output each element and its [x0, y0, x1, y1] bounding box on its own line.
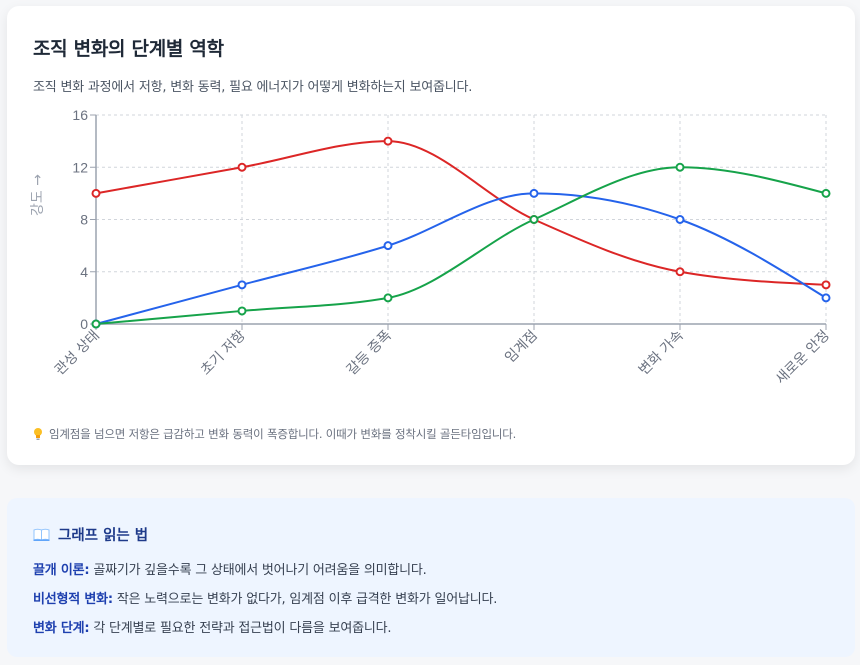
- x-tick-label: 관성 상태: [52, 328, 103, 379]
- info-row-label: 끌개 이론:: [33, 563, 90, 578]
- data-point[interactable]: [675, 267, 685, 277]
- data-point[interactable]: [237, 280, 247, 290]
- tip-text: 임계점을 넘으면 저항은 급감하고 변화 동력이 폭증합니다. 이때가 변화를 …: [49, 427, 517, 441]
- info-row-text: 작은 노력으로는 변화가 없다가, 임계점 이후 급격한 변화가 일어납니다.: [116, 592, 498, 607]
- y-tick-label: 12: [72, 159, 88, 175]
- x-tick-label: 초기 저항: [198, 327, 249, 378]
- lightbulb-icon: [34, 428, 42, 440]
- grid: [95, 114, 827, 325]
- x-tick-label: 임계점: [502, 328, 541, 367]
- info-row-text: 각 단계별로 필요한 전략과 접근법이 다름을 보여줍니다.: [93, 621, 392, 636]
- data-point[interactable]: [91, 319, 101, 329]
- y-tick-label: 4: [80, 264, 88, 280]
- info-row-text: 골짜기가 깊을수록 그 상태에서 벗어나기 어려움을 의미합니다.: [93, 563, 427, 578]
- y-tick-label: 0: [80, 316, 88, 332]
- series-1: [95, 192, 827, 325]
- data-point[interactable]: [675, 215, 685, 224]
- info-row-label: 비선형적 변화:: [33, 592, 113, 607]
- data-point[interactable]: [237, 306, 247, 316]
- series-2: [95, 166, 827, 325]
- data-point[interactable]: [821, 188, 831, 198]
- data-point[interactable]: [675, 162, 685, 172]
- data-point[interactable]: [821, 293, 831, 303]
- axes: 0 4 8 12 16 관성 상태 초기 저항 갈등 증폭 임계점 변화 가속 새로운 안정: [52, 107, 833, 388]
- data-point[interactable]: [821, 280, 831, 290]
- how-to-read-panel: 그래프 읽는 법 끌개 이론: 골짜기가 깊을수록 그 상태에서 벗어나기 어려…: [7, 498, 855, 657]
- x-tick-label: 변화 가속: [636, 327, 687, 378]
- info-row-stages: 변화 단계: 각 단계별로 필요한 전략과 접근법이 다름을 보여줍니다.: [33, 617, 392, 636]
- data-point[interactable]: [529, 215, 539, 224]
- line-chart: 0 4 8 12 16 관성 상태 초기 저항 갈등 증폭 임계점 변화 가속 새로운 안정 강도 →: [30, 107, 833, 388]
- data-point[interactable]: [383, 293, 393, 303]
- x-tick-label: 새로운 안정: [773, 328, 833, 388]
- tip-note: 임계점을 넘으면 저항은 급감하고 변화 동력이 폭증합니다. 이때가 변화를 …: [33, 426, 516, 442]
- x-tick-label: 갈등 증폭: [344, 327, 395, 378]
- info-row-nonlinear: 비선형적 변화: 작은 노력으로는 변화가 없다가, 임계점 이후 급격한 변화…: [33, 588, 497, 607]
- open-book-icon: [33, 528, 50, 541]
- y-tick-label: 8: [80, 212, 88, 228]
- info-row-attractor: 끌개 이론: 골짜기가 깊을수록 그 상태에서 벗어나기 어려움을 의미합니다.: [33, 559, 427, 578]
- page-subtitle: 조직 변화 과정에서 저항, 변화 동력, 필요 에너지가 어떻게 변화하는지 …: [33, 80, 473, 95]
- series-0: [95, 140, 827, 286]
- data-point[interactable]: [237, 162, 247, 172]
- info-title-text: 그래프 읽는 법: [58, 528, 149, 544]
- y-axis-label: 강도 →: [30, 174, 46, 216]
- data-point[interactable]: [383, 136, 393, 146]
- info-row-label: 변화 단계:: [33, 621, 90, 636]
- data-point[interactable]: [529, 188, 539, 198]
- y-tick-label: 16: [72, 107, 88, 123]
- info-title: 그래프 읽는 법: [33, 524, 148, 545]
- data-point[interactable]: [383, 241, 393, 251]
- page-title: 조직 변화의 단계별 역학: [33, 38, 224, 60]
- chart-card: 조직 변화의 단계별 역학 조직 변화 과정에서 저항, 변화 동력, 필요 에…: [7, 6, 855, 465]
- data-point[interactable]: [91, 188, 101, 198]
